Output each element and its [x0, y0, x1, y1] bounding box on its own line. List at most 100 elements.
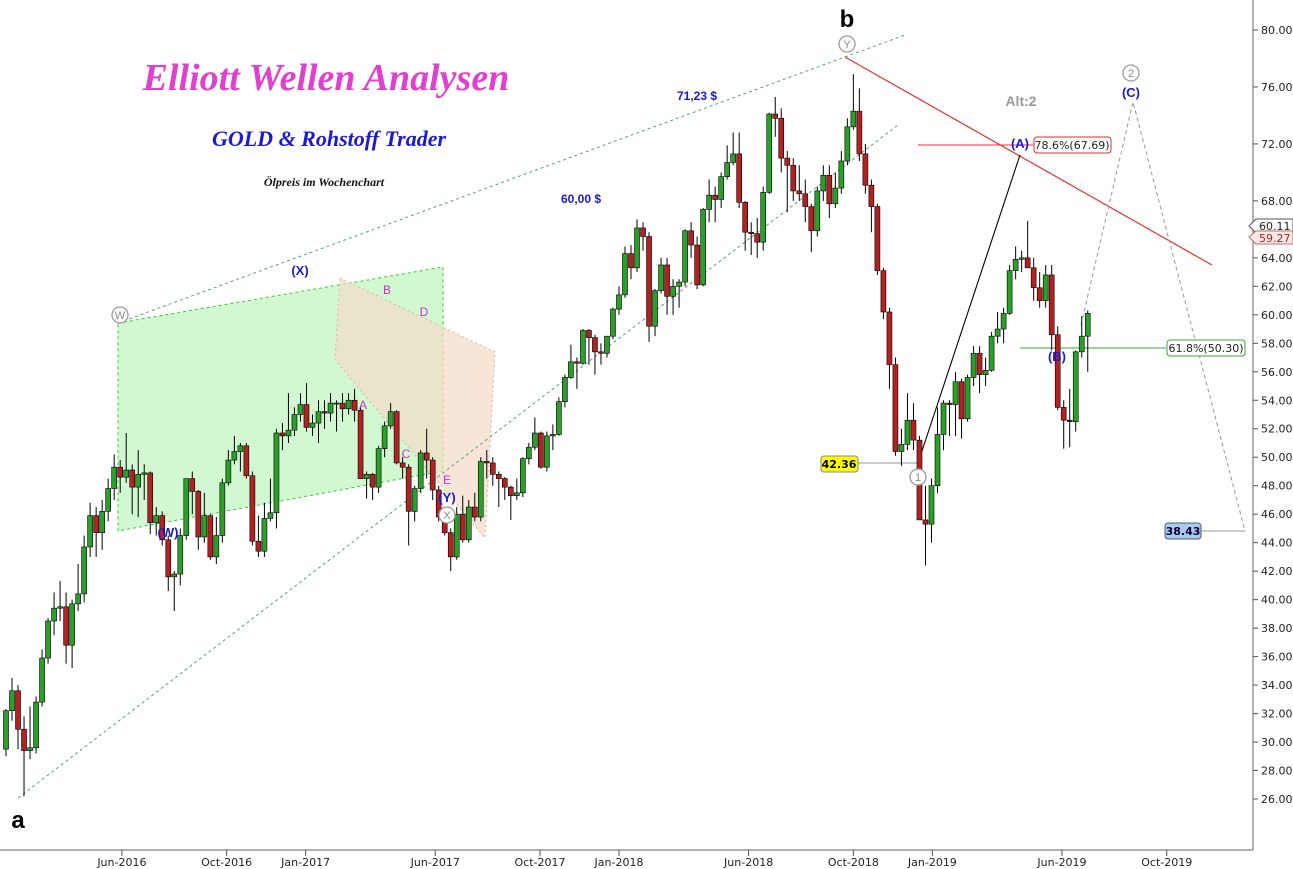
candle: [652, 289, 658, 337]
candle: [976, 346, 983, 394]
candle-body: [1066, 419, 1073, 422]
candle: [784, 151, 791, 213]
candle-body: [267, 512, 274, 519]
candle: [1006, 264, 1013, 315]
candle: [309, 414, 316, 436]
y-tick-label: 50.00: [1261, 451, 1293, 464]
candle-body: [429, 459, 436, 491]
candle: [832, 172, 839, 209]
candle-body: [447, 532, 454, 558]
y-tick-label: 26.00: [1261, 793, 1293, 806]
candle: [808, 203, 815, 253]
candle: [465, 499, 472, 543]
y-axis-ticks: 26.00 28.00 30.00 32.00 34.00 36.00 38.00 40.00…: [1253, 24, 1293, 806]
price-annotation-60: 60,00 $: [561, 192, 601, 206]
candle-body: [958, 381, 965, 420]
svg-text:Y: Y: [843, 39, 851, 51]
candle: [453, 507, 460, 560]
candle: [375, 445, 382, 493]
candle-body: [9, 690, 15, 712]
candle: [1048, 264, 1055, 351]
candle-body: [718, 176, 724, 200]
svg-text:1: 1: [915, 472, 921, 484]
candle-body: [544, 435, 550, 468]
candle-body: [327, 402, 334, 414]
candle-body: [189, 478, 196, 492]
candle: [69, 599, 75, 668]
candle: [387, 403, 394, 429]
candle-body: [243, 445, 250, 477]
candle: [1000, 307, 1007, 344]
candle: [489, 457, 496, 486]
candle-body: [856, 110, 863, 155]
candle: [243, 442, 250, 479]
candle-body: [934, 434, 941, 487]
candle: [363, 471, 370, 499]
candle-body: [526, 446, 532, 459]
candle-body: [399, 462, 406, 468]
candle: [297, 393, 304, 422]
candle-body: [832, 187, 839, 205]
candle-body: [111, 466, 117, 489]
candle-body: [826, 174, 833, 205]
candle: [3, 709, 9, 757]
candle: [772, 96, 779, 137]
candle-body: [994, 328, 1001, 337]
candle: [477, 457, 484, 522]
candle: [261, 502, 268, 557]
candle-body: [508, 486, 514, 496]
candle-body: [712, 194, 718, 200]
candle: [285, 393, 292, 443]
candle-body: [483, 461, 490, 464]
candle-body: [285, 429, 292, 437]
candle-body: [604, 335, 610, 354]
candle-body: [1060, 407, 1067, 421]
projected-path: [1080, 101, 1246, 532]
candle-body: [387, 411, 394, 427]
candle: [928, 478, 935, 543]
x-tick-label: Oct-2018: [828, 856, 879, 869]
candle-body: [520, 458, 526, 494]
candle: [946, 400, 953, 436]
candle-body: [393, 411, 400, 464]
candle: [514, 478, 520, 500]
y-tick-label: 38.00: [1261, 622, 1293, 635]
wave-label-b-paren: (B): [1048, 349, 1066, 364]
candle: [1054, 326, 1061, 411]
candle: [123, 433, 129, 483]
y-tick-label: 62.00: [1261, 280, 1293, 293]
candle: [1030, 257, 1037, 301]
candle-body: [790, 164, 797, 192]
candle-body: [964, 377, 971, 420]
x-tick-label: Jun-2019: [1036, 856, 1086, 869]
y-tick-label: 30.00: [1261, 736, 1293, 749]
candle: [255, 515, 262, 557]
candle-body: [514, 492, 520, 496]
candle: [958, 378, 965, 439]
candle: [736, 132, 742, 209]
candle: [213, 517, 220, 565]
candle-body: [381, 425, 388, 449]
candle: [153, 507, 160, 536]
candle: [9, 677, 15, 721]
candle: [159, 511, 166, 546]
y-tick-label: 80.00: [1261, 24, 1293, 37]
candle-body: [946, 402, 953, 405]
candle-body: [868, 184, 875, 207]
candle: [676, 279, 682, 308]
candle-body: [105, 488, 111, 512]
candle-body: [153, 515, 160, 524]
candle: [393, 410, 400, 465]
candle-body: [502, 478, 508, 488]
alt-count-label: Alt:2: [1005, 93, 1036, 109]
candle: [135, 450, 142, 518]
candle-body: [724, 162, 730, 177]
candle-body: [922, 519, 929, 525]
target-level-box: 38.43: [1164, 522, 1202, 540]
candle: [237, 442, 244, 472]
candle: [279, 423, 286, 451]
candle: [880, 267, 887, 320]
candle-body: [309, 422, 316, 428]
y-tick-label: 58.00: [1261, 337, 1293, 350]
candle-body: [898, 444, 905, 452]
